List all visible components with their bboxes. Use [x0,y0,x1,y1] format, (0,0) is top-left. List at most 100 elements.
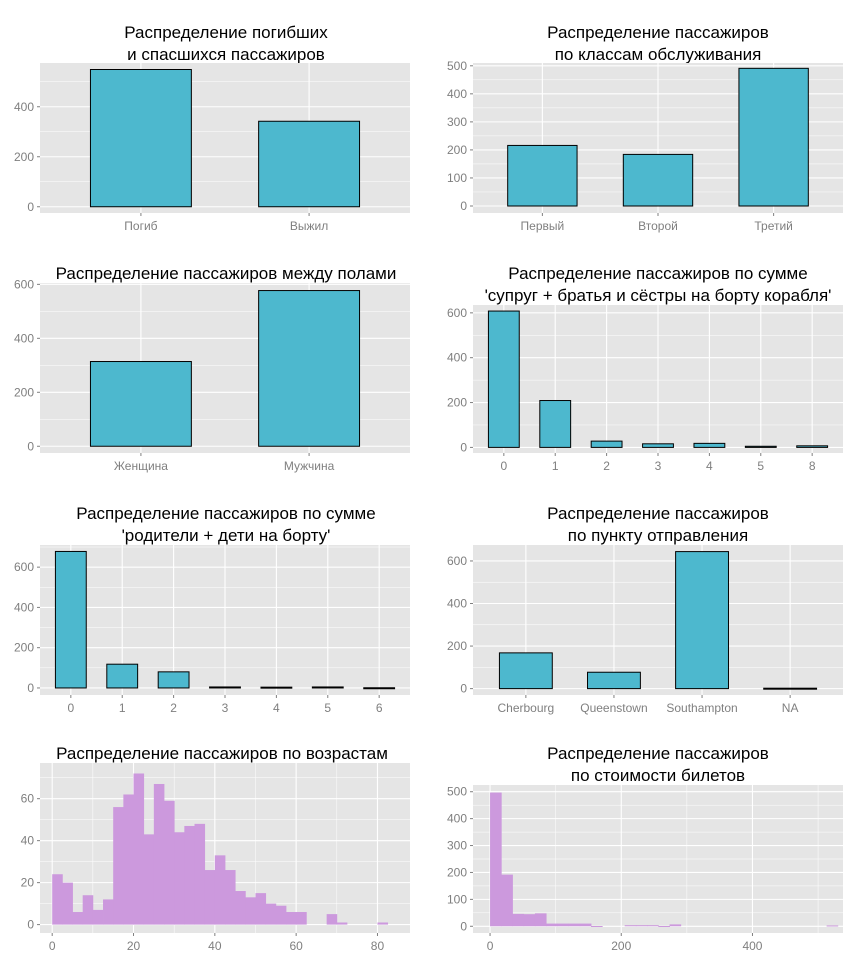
chart-title: Распределение пассажиров между полами [56,264,397,283]
x-tick-label: 5 [324,701,331,715]
histogram-bar [72,912,84,925]
x-tick-label: 0 [487,939,494,953]
chart-title: Распределение пассажиров [547,23,769,42]
y-tick-label: 0 [460,199,467,213]
chart-marks [54,550,396,690]
histogram-bar [377,922,389,925]
chart-title: по пункту отправления [568,526,748,545]
x-tick-label: Третий [754,219,793,233]
x-tick-label: Southampton [666,701,737,715]
y-tick-label: 0 [460,440,467,454]
chart-title: Распределение пассажиров [547,744,769,763]
y-tick-label: 400 [447,812,467,826]
chart-marks [89,290,361,447]
y-tick-label: 0 [460,919,467,933]
x-tick-label: Queenstown [580,701,647,715]
x-tick-label: 400 [742,939,762,953]
x-tick-label: NA [782,701,799,715]
x-tick-label: 40 [208,939,222,953]
histogram-bar [245,897,256,925]
chart-title: по классам обслуживания [555,45,762,64]
x-tick-label: Мужчина [284,459,335,473]
y-tick-label: 0 [27,918,34,932]
histogram-bar [123,794,134,925]
histogram-bar [184,825,195,925]
histogram-bar [579,923,592,927]
histogram-bar [52,874,63,925]
chart-marks [89,69,361,208]
y-tick-label: 400 [447,597,467,611]
histogram-bar [501,874,513,927]
y-tick-label: 200 [14,641,34,655]
x-tick-label: 3 [222,701,229,715]
histogram-bar [143,834,155,925]
x-tick-label: Погиб [124,219,157,233]
x-tick-label: 200 [611,939,631,953]
bar [744,445,777,448]
x-tick-label: Второй [638,219,678,233]
histogram-bar [103,899,114,925]
bar [260,686,293,689]
chart-title: 'супруг + братья и сёстры на борту кораб… [485,286,832,305]
histogram-bar [214,855,226,925]
y-tick-label: 400 [14,331,34,345]
bar [258,120,361,208]
histogram-bar [204,870,216,925]
histogram-bar [669,924,682,927]
chart-7: Распределение пассажиров по возрастам 0 20… [21,744,410,953]
bar [693,442,726,448]
histogram-bar [557,923,569,927]
chart-title: 'родители + дети на борту' [122,526,331,545]
x-tick-label: 2 [603,459,610,473]
bar [487,310,520,448]
x-tick-label: Первый [521,219,565,233]
x-tick-label: Выжил [290,219,328,233]
histogram-bar [296,912,307,925]
chart-title: по стоимости билетов [571,766,745,785]
y-tick-label: 300 [447,839,467,853]
chart-marks [52,773,389,925]
y-tick-label: 500 [447,59,467,73]
histogram-bar [826,925,839,927]
x-tick-label: 3 [655,459,662,473]
y-tick-label: 600 [14,277,34,291]
y-tick-label: 300 [447,115,467,129]
chart-marks [498,551,818,690]
chart-title: Распределение пассажиров [547,504,769,523]
chart-4: Распределение пассажиров по сумме 'супруг… [447,264,843,473]
chart-title: Распределение пассажиров по сумме [508,264,807,283]
y-tick-label: 0 [460,682,467,696]
histogram-bar [92,909,104,925]
histogram-bar [235,891,246,925]
x-tick-label: 1 [119,701,126,715]
bar [209,686,241,689]
x-tick-label: 20 [127,939,141,953]
y-tick-label: 200 [14,385,34,399]
chart-title: Распределение пассажиров по сумме [76,504,375,523]
chart-6: Распределение пассажиров по пункту отправ… [447,504,843,715]
y-tick-label: 40 [21,834,35,848]
x-tick-label: Женщина [114,459,168,473]
y-tick-label: 600 [14,560,34,574]
bar [258,290,361,447]
x-tick-label: 5 [757,459,764,473]
chart-title: Распределение пассажиров по возрастам [56,744,388,763]
y-tick-label: 0 [27,200,34,214]
x-tick-label: 0 [49,939,56,953]
bar [738,67,809,207]
bar [363,687,396,690]
histogram-bar [153,783,165,925]
histogram-bar [113,807,124,925]
histogram-bar [624,925,637,927]
y-tick-label: 100 [447,171,467,185]
y-tick-label: 200 [447,639,467,653]
bar [539,400,572,448]
histogram-bar [591,926,603,928]
chart-marks [507,67,809,207]
chart-3: Распределение пассажиров между полами 0 20… [14,264,410,473]
bar [622,153,694,207]
bar [106,663,139,689]
x-tick-label: 4 [273,701,280,715]
histogram-bar [635,925,648,927]
histogram-bar [133,773,145,925]
